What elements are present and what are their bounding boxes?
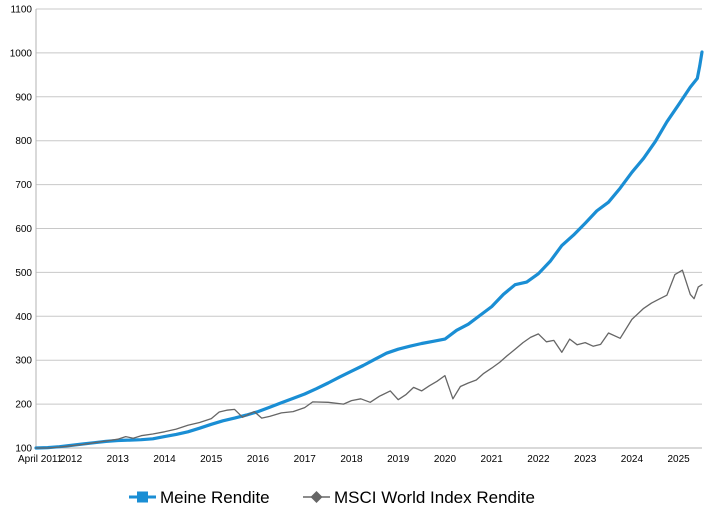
y-tick-label: 600 [15,224,32,235]
legend-label-msci-world: MSCI World Index Rendite [334,488,535,507]
x-tick-label: 2015 [200,454,223,465]
legend-marker-square [137,491,148,503]
x-tick-label: 2018 [340,454,363,465]
x-tick-label: 2016 [247,454,270,465]
y-tick-label: 300 [15,356,32,367]
y-tick-label: 1100 [10,5,32,16]
x-tick-label: 2022 [527,454,550,465]
x-tick-label: 2014 [153,454,176,465]
gridlines [36,8,702,449]
y-tick-label: 700 [15,180,32,191]
axes [35,9,702,449]
y-tick-label: 800 [15,136,32,147]
legend-label-meine-rendite: Meine Rendite [160,488,270,507]
x-tick-label: 2017 [294,454,317,465]
y-tick-label: 400 [15,312,32,323]
y-tick-label: 200 [15,400,32,411]
series-lines [34,50,704,450]
y-axis-tick-labels: 100 200 300 400 500 600 700 800 900 1000 1100 [10,5,33,455]
x-tick-label: 2019 [387,454,410,465]
x-tick-label: 2013 [107,454,130,465]
x-tick-label: 2023 [574,454,597,465]
x-tick-label: 2024 [621,454,644,465]
x-tick-label: 2021 [481,454,504,465]
x-tick-label: April 2011 [18,454,63,465]
legend: Meine Rendite MSCI World Index Rendite [129,488,535,507]
y-tick-label: 100 [15,444,32,455]
y-tick-label: 900 [15,92,32,103]
legend-marker-diamond [310,491,323,503]
y-tick-label: 1000 [10,48,33,59]
x-tick-label: 2020 [434,454,457,465]
series-line-meine-rendite [34,50,704,450]
y-tick-label: 500 [15,268,32,279]
x-tick-label: 2012 [60,454,83,465]
x-tick-label: 2025 [668,454,691,465]
series-line-msci-world [35,269,703,449]
